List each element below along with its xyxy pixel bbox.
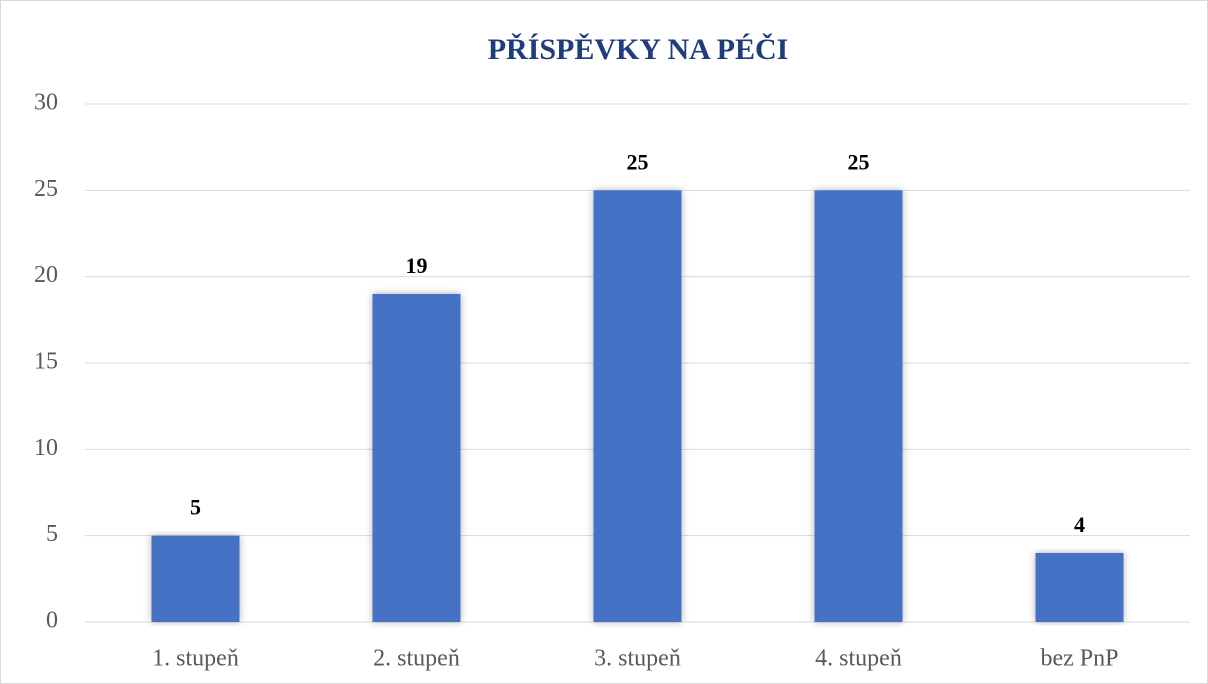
x-tick-label: bez PnP xyxy=(1041,646,1119,672)
data-label: 19 xyxy=(406,253,428,278)
bar xyxy=(1035,552,1124,622)
y-tick-label: 15 xyxy=(34,349,58,375)
data-label: 4 xyxy=(1074,512,1085,537)
y-tick-label: 30 xyxy=(34,90,58,116)
y-tick-label: 25 xyxy=(34,176,58,202)
bar xyxy=(593,190,682,623)
y-tick-label: 0 xyxy=(46,608,58,634)
x-tick-label: 1. stupeň xyxy=(152,646,239,672)
data-label: 5 xyxy=(190,495,201,520)
y-tick-label: 10 xyxy=(34,435,58,461)
chart-title: PŘÍSPĚVKY NA PÉČI xyxy=(488,33,789,66)
x-tick-label: 4. stupeň xyxy=(815,646,902,672)
bar xyxy=(151,535,240,622)
data-label: 25 xyxy=(848,149,870,174)
x-tick-label: 2. stupeň xyxy=(373,646,460,672)
data-label: 25 xyxy=(627,149,649,174)
y-tick-label: 5 xyxy=(46,521,58,547)
bar xyxy=(372,293,461,622)
x-tick-label: 3. stupeň xyxy=(594,646,681,672)
y-tick-label: 20 xyxy=(34,262,58,288)
bar xyxy=(814,190,903,623)
